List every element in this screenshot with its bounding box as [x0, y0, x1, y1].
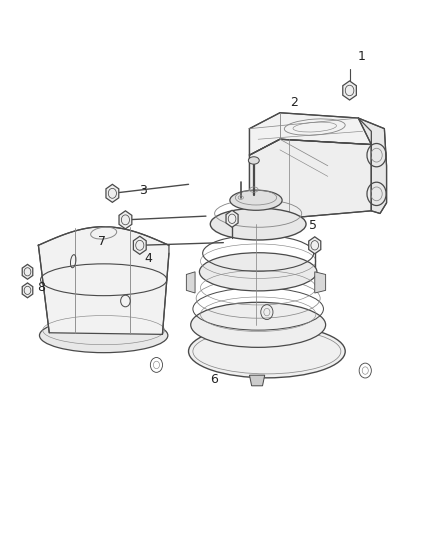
Polygon shape	[134, 236, 146, 254]
Polygon shape	[249, 204, 267, 218]
Polygon shape	[39, 227, 169, 334]
Polygon shape	[106, 184, 119, 203]
Ellipse shape	[199, 253, 317, 291]
Ellipse shape	[191, 302, 325, 348]
Text: 4: 4	[144, 252, 152, 265]
Text: 2: 2	[290, 95, 298, 109]
Polygon shape	[119, 211, 132, 229]
Polygon shape	[250, 375, 265, 386]
Polygon shape	[343, 81, 357, 100]
Text: 5: 5	[309, 219, 317, 232]
Polygon shape	[250, 113, 371, 155]
Polygon shape	[315, 272, 325, 293]
Text: 7: 7	[99, 235, 106, 247]
Polygon shape	[250, 139, 371, 219]
Polygon shape	[309, 237, 321, 254]
Polygon shape	[186, 272, 195, 293]
Polygon shape	[226, 211, 238, 227]
Text: 3: 3	[139, 184, 147, 197]
Text: 6: 6	[210, 373, 218, 386]
Ellipse shape	[230, 190, 282, 211]
Text: 8: 8	[37, 281, 46, 294]
Polygon shape	[22, 264, 33, 279]
Ellipse shape	[188, 325, 345, 378]
Ellipse shape	[248, 157, 259, 164]
Ellipse shape	[39, 318, 168, 353]
Text: 1: 1	[358, 50, 366, 62]
Polygon shape	[358, 118, 387, 214]
Polygon shape	[22, 283, 33, 298]
Ellipse shape	[210, 208, 306, 240]
